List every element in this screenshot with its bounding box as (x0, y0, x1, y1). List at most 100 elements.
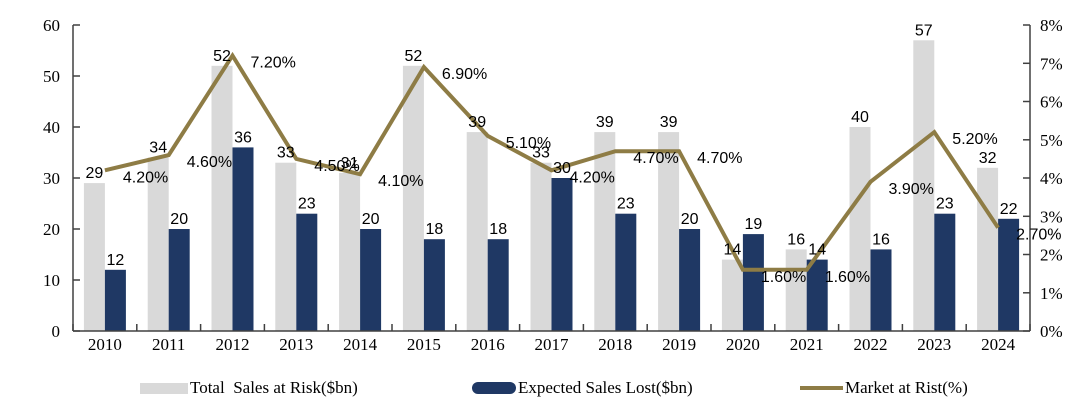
label-total-2023: 57 (915, 22, 933, 39)
label-expected-2022: 16 (872, 231, 890, 248)
label-total-2012: 52 (213, 48, 231, 65)
label-total-2024: 32 (979, 150, 997, 167)
label-total-2022: 40 (851, 109, 869, 126)
left-axis-tick-0: 0 (52, 322, 61, 341)
bar-total-2010 (83, 183, 105, 331)
bar-expected-2023 (934, 213, 956, 331)
label-expected-2010: 12 (107, 252, 125, 269)
legend: Total Sales at Risk($bn) Expected Sales … (0, 376, 1080, 404)
label-market-2015: 6.90% (442, 66, 487, 83)
legend-label-total-sales: Total Sales at Risk($bn) (190, 378, 358, 397)
x-tick-label-2011: 2011 (152, 335, 185, 354)
right-axis-tick-8pct: 8% (1040, 16, 1063, 35)
right-axis-tick-3pct: 3% (1040, 207, 1063, 226)
bar-expected-2014 (360, 229, 382, 331)
x-axis (72, 324, 1031, 332)
right-axis-tick-4pct: 4% (1040, 169, 1063, 188)
label-market-2023: 5.20% (952, 131, 997, 148)
x-tick-label-2016: 2016 (471, 335, 505, 354)
x-tick-label-2019: 2019 (662, 335, 696, 354)
right-axis-tick-1pct: 1% (1040, 284, 1063, 303)
legend-swatch-market-risk (800, 386, 843, 390)
bar-expected-2019 (679, 229, 701, 331)
x-tick-label-2021: 2021 (790, 335, 824, 354)
legend-swatch-expected-sales (472, 382, 516, 394)
label-total-2020: 14 (724, 242, 742, 259)
x-tick-label-2020: 2020 (726, 335, 760, 354)
bar-expected-2017 (551, 178, 573, 331)
bar-total-2020 (721, 259, 743, 331)
bar-expected-2022 (870, 249, 892, 331)
bar-total-2014 (339, 172, 361, 331)
label-total-2015: 52 (405, 48, 423, 65)
bar-total-2016 (466, 132, 488, 331)
label-market-2016: 5.10% (506, 135, 551, 152)
right-axis-tick-7pct: 7% (1040, 54, 1063, 73)
label-total-2019: 39 (660, 114, 678, 131)
label-expected-2012: 36 (234, 129, 252, 146)
x-tick-label-2022: 2022 (854, 335, 888, 354)
left-axis-tick-60: 60 (43, 16, 60, 35)
label-expected-2024: 22 (1000, 201, 1018, 218)
x-tick-label-2012: 2012 (216, 335, 250, 354)
x-tick-label-2010: 2010 (88, 335, 122, 354)
legend-swatch-total-sales (140, 382, 188, 394)
label-expected-2018: 23 (617, 196, 635, 213)
label-market-2018: 4.70% (633, 150, 678, 167)
label-total-2011: 34 (149, 140, 167, 157)
legend-item-market-risk: Market at Rist(%) (800, 376, 968, 400)
x-tick-label-2018: 2018 (598, 335, 632, 354)
label-expected-2016: 18 (489, 221, 507, 238)
label-expected-2017: 30 (553, 160, 571, 177)
bar-total-2022 (849, 127, 871, 331)
label-market-2010: 4.20% (123, 169, 168, 186)
label-expected-2021: 14 (808, 242, 826, 259)
label-market-2014: 4.10% (378, 173, 423, 190)
right-axis-tick-5pct: 5% (1040, 131, 1063, 150)
bar-total-2017 (530, 162, 552, 331)
left-axis-tick-50: 50 (43, 67, 60, 86)
bar-expected-2018 (615, 213, 637, 331)
left-axis-tick-40: 40 (43, 118, 60, 137)
legend-label-expected-sales: Expected Sales Lost($bn) (518, 378, 693, 397)
label-market-2021: 1.60% (825, 269, 870, 286)
bar-expected-2012 (232, 147, 254, 331)
legend-label-market-risk: Market at Rist(%) (845, 378, 968, 397)
bar-expected-2020 (742, 234, 764, 331)
label-market-2022: 3.90% (889, 181, 934, 198)
label-total-2017: 33 (532, 145, 550, 162)
market-risk-line (104, 51, 1000, 272)
plot-area: 2912342052363323312052183918333039233920… (43, 16, 1063, 354)
bar-total-2012 (211, 65, 233, 332)
x-tick-label-2015: 2015 (407, 335, 441, 354)
label-market-2019: 4.70% (697, 150, 742, 167)
label-expected-2019: 20 (681, 211, 699, 228)
label-market-2024: 2.70% (1016, 227, 1061, 244)
label-expected-2011: 20 (170, 211, 188, 228)
label-market-2017: 4.20% (570, 169, 615, 186)
x-tick-label-2017: 2017 (535, 335, 570, 354)
bar-expected-2021 (806, 259, 828, 331)
x-tick-label-2023: 2023 (917, 335, 951, 354)
label-total-2010: 29 (86, 165, 104, 182)
legend-item-total-sales: Total Sales at Risk($bn) (140, 376, 358, 400)
label-expected-2015: 18 (426, 221, 444, 238)
label-market-2012: 7.20% (251, 55, 296, 72)
label-total-2014: 31 (341, 155, 359, 172)
left-axis-tick-10: 10 (43, 271, 60, 290)
legend-item-expected-sales: Expected Sales Lost($bn) (472, 376, 693, 400)
bar-expected-2013 (296, 213, 318, 331)
right-axis-tick-2pct: 2% (1040, 246, 1063, 265)
left-axis-tick-20: 20 (43, 220, 60, 239)
right-axis-tick-0pct: 0% (1040, 322, 1063, 341)
bar-total-2015 (402, 65, 424, 332)
x-tick-label-2013: 2013 (279, 335, 313, 354)
label-total-2018: 39 (596, 114, 614, 131)
bar-total-2019 (658, 132, 680, 331)
bar-expected-2016 (487, 239, 509, 331)
bar-expected-2010 (104, 269, 126, 331)
right-axis (1023, 24, 1031, 332)
label-expected-2014: 20 (362, 211, 380, 228)
bar-total-2011 (147, 157, 169, 331)
label-total-2013: 33 (277, 145, 295, 162)
